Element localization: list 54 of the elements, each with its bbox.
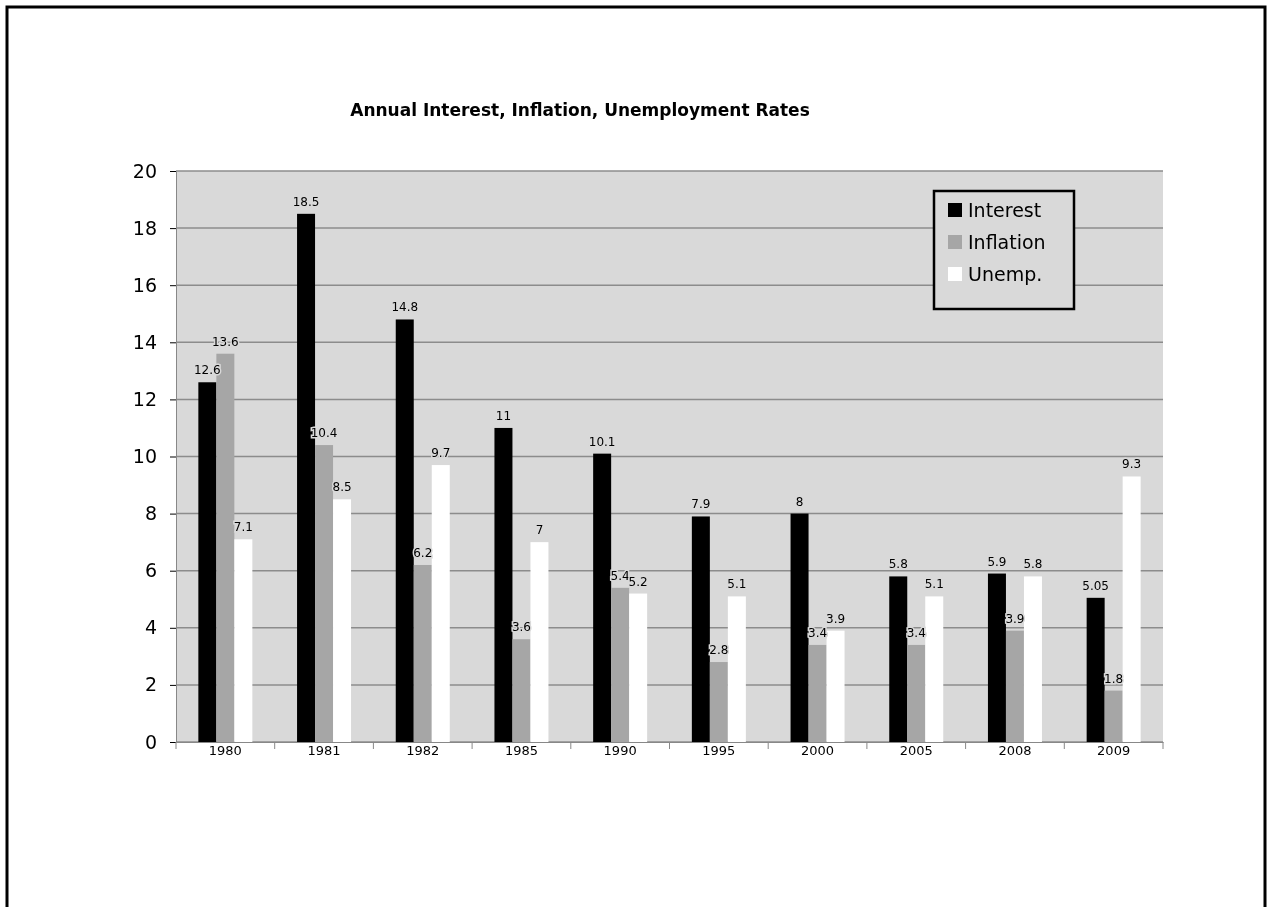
data-label: 5.1 (727, 577, 747, 592)
x-tick-label: 2005 (899, 743, 933, 758)
data-label: 3.9 (826, 611, 846, 626)
data-label: 10.1 (588, 434, 616, 449)
data-label: 18.5 (292, 194, 320, 209)
data-label: 3.9 (1005, 611, 1025, 626)
y-tick-label: 10 (132, 445, 157, 468)
data-label: 9.7 (431, 446, 451, 461)
x-tick-label: 1990 (603, 743, 637, 758)
y-tick-label: 2 (144, 673, 157, 696)
data-label: 1.8 (1104, 671, 1124, 686)
x-tick-label: 2008 (998, 743, 1032, 758)
y-tick-label: 8 (144, 502, 157, 525)
data-label: 8.5 (332, 480, 352, 495)
y-tick-label: 0 (144, 730, 157, 753)
data-label: 5.2 (628, 574, 648, 589)
y-tick-label: 12 (132, 387, 157, 410)
data-label: 5.4 (610, 568, 630, 583)
y-tick-label: 16 (132, 273, 157, 296)
data-label: 8 (795, 494, 804, 509)
data-label: 7.1 (233, 520, 253, 535)
data-label: 2.8 (709, 643, 729, 658)
data-label: 13.6 (211, 334, 239, 349)
legend-label: Unemp. (968, 263, 1043, 285)
data-label: 3.4 (808, 625, 828, 640)
legend-label: Interest (968, 199, 1042, 221)
data-label: 3.6 (511, 620, 531, 635)
data-label: 5.1 (924, 577, 944, 592)
x-tick-label: 2000 (801, 743, 835, 758)
data-label: 7.9 (691, 497, 711, 512)
data-label: 5.9 (987, 554, 1007, 569)
y-tick-label: 18 (132, 216, 157, 239)
y-tick-label: 4 (144, 616, 157, 639)
x-tick-label: 2009 (1097, 743, 1131, 758)
x-tick-label: 1982 (406, 743, 440, 758)
y-tick-label: 6 (144, 559, 157, 582)
x-tick-label: 1995 (702, 743, 736, 758)
data-label: 5.8 (888, 557, 908, 572)
data-label: 5.05 (1082, 578, 1110, 593)
data-label: 3.4 (906, 625, 926, 640)
y-tick-label: 14 (132, 330, 157, 353)
data-label: 14.8 (391, 300, 419, 315)
y-tick-label: 20 (132, 159, 157, 182)
data-label: 6.2 (413, 545, 433, 560)
x-tick-label: 1985 (504, 743, 538, 758)
data-label: 7 (535, 523, 544, 538)
data-label: 5.8 (1023, 557, 1043, 572)
data-label: 11 (495, 408, 512, 423)
chart-title: Annual Interest, Inflation, Unemployment Rates (350, 100, 810, 120)
data-label: 12.6 (193, 363, 221, 378)
x-tick-label: 1981 (307, 743, 341, 758)
legend-label: Inflation (968, 231, 1046, 253)
x-tick-label: 1980 (208, 743, 242, 758)
data-label: 9.3 (1122, 457, 1142, 472)
